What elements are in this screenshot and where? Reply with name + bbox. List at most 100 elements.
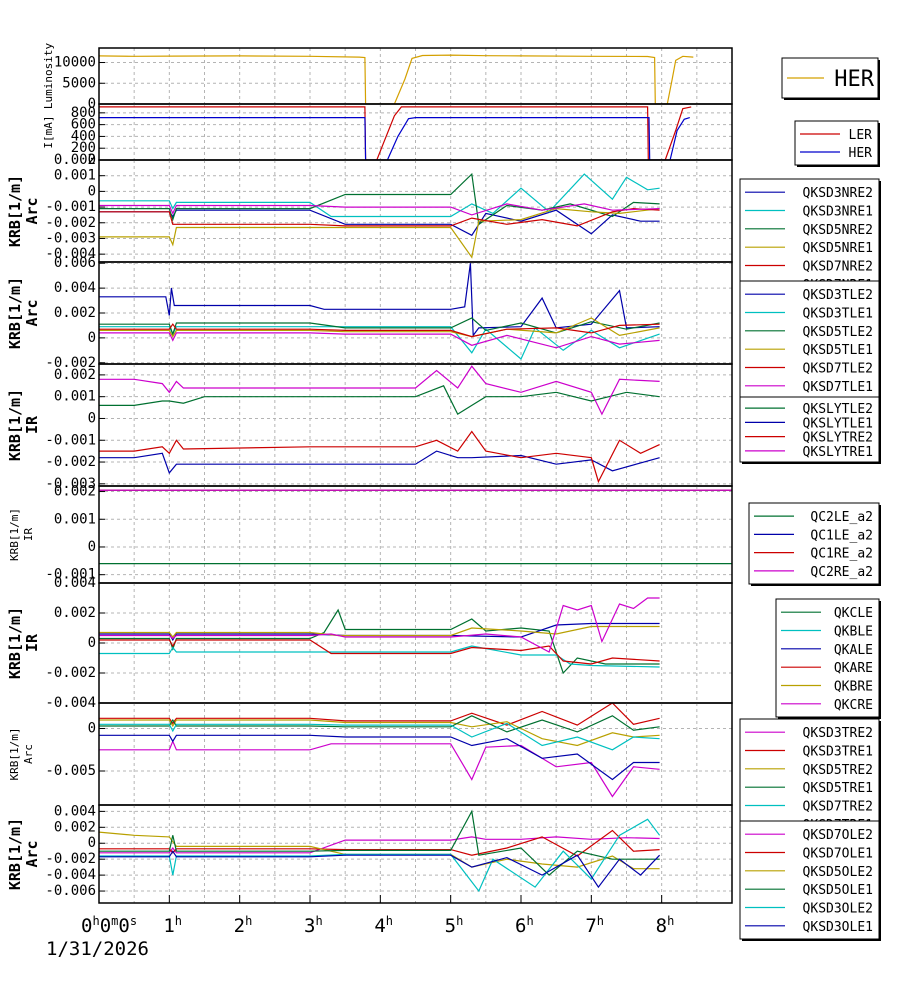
y-tick-label: -0.001	[45, 199, 96, 215]
y-axis-label: KRB[1/m]	[6, 277, 24, 349]
legend-p7: QKCLE QKBLE QKALE QKARE QKBRE QKCRE	[775, 598, 881, 719]
series-line-qkslytle2	[99, 385, 660, 415]
y-axis-sublabel: IR	[22, 528, 35, 542]
legend-p4: QKSD3TLE2 QKSD3TLE1 QKSD5TLE2 QKSD5TLE1 QKSD…	[739, 280, 881, 401]
legend-box	[739, 718, 880, 838]
series-line-qkcle	[99, 608, 660, 675]
y-tick-label: 0.002	[54, 484, 96, 500]
legend-label: QKALE	[834, 643, 873, 658]
y-tick-label: 0	[88, 183, 96, 199]
x-tick-label: 2h	[234, 914, 253, 937]
y-axis-label: KRB[1/m]	[6, 818, 24, 890]
legend-label: QC2RE_a2	[810, 565, 873, 580]
panel-p6: -0.001 0 0.001 0.002 KRB[1/m] IR QC2LE_a2 QC1LE…	[8, 484, 881, 586]
series-line-qksd3tre2	[99, 739, 660, 798]
y-tick-label: -0.001	[45, 432, 96, 448]
legend-label: HER	[849, 146, 873, 161]
panel-p3: -0.004-0.003-0.002-0.00100.0010.002KRB[1…	[6, 152, 881, 299]
legend-p9: QKSD7OLE2 QKSD7OLE1 QKSD5OLE2 QKSD5OLE1 QKSD…	[739, 820, 881, 941]
y-tick-label: 0.002	[54, 152, 96, 168]
legend-box	[739, 280, 880, 400]
panel-p4: -0.002 0 0.002 0.004 0.006 KRB[1/m] Arc QKSD3TL…	[6, 255, 881, 401]
series-line-qkble	[99, 645, 660, 668]
legend-box	[739, 178, 880, 298]
x-tick-label: 5h	[445, 914, 464, 937]
y-tick-label: 0.001	[54, 168, 96, 184]
y-axis-label: Luminosity	[42, 43, 55, 110]
legend-label: QKSD5TRE2	[803, 763, 873, 778]
y-tick-label: 0.002	[54, 305, 96, 321]
series-line-qksd7tre2	[99, 722, 660, 751]
legend-box	[775, 598, 880, 718]
y-axis-label: KRB[1/m]	[8, 728, 21, 781]
y-axis-sublabel: Arc	[23, 299, 41, 326]
x-axis: 0h0m0s 1h 2h 3h 4h 5h 6h 7h 8h	[81, 895, 674, 937]
legend-label: QKBLE	[834, 625, 873, 640]
x-tick-label: 3h	[304, 914, 323, 937]
y-tick-label: -0.004	[45, 246, 96, 262]
series-line-qkcre	[99, 597, 660, 653]
legend-box	[794, 120, 879, 166]
legend-label: QKSD3TLE1	[803, 307, 873, 322]
legend-label: QKSD5OLE2	[803, 865, 873, 880]
panel-p5: -0.003 -0.002 -0.001 0 0.001 0.002 KRB[1/m] IR Q…	[6, 363, 881, 492]
legend-label: QC1RE_a2	[810, 547, 873, 562]
y-tick-label: 0.002	[54, 819, 96, 835]
legend-label: QKSLYTRE1	[803, 445, 873, 460]
y-tick-label: 0.002	[54, 367, 96, 383]
series-line-qksd5nre1	[99, 207, 660, 259]
x-tick-label: 0h0m0s	[81, 914, 137, 937]
series-line-qkare	[99, 639, 660, 665]
legend-label: QKSLYTLE2	[803, 402, 873, 417]
y-tick-label: -0.003	[45, 230, 96, 246]
y-tick-label: 0.001	[54, 511, 96, 527]
series-line-qksd7tle1	[99, 332, 660, 349]
series-line-qkslytle1	[99, 450, 660, 475]
y-tick-label: 0.004	[54, 803, 96, 819]
y-tick-label: 0.001	[54, 389, 96, 405]
legend-p2: LER HER	[794, 120, 880, 167]
legend-label: QKCRE	[834, 698, 873, 713]
series-line-qksd5tle1	[99, 317, 660, 338]
y-tick-label: 0	[88, 410, 96, 426]
series-line-qkslytre1	[99, 365, 660, 416]
y-tick-label: 0.006	[54, 255, 96, 271]
series-line-qksd3ole2	[99, 818, 661, 893]
y-tick-label: 5000	[62, 75, 96, 91]
series-line-her	[99, 54, 694, 104]
legend-label: QKSD3NRE1	[803, 205, 873, 220]
y-tick-label: -0.001	[45, 567, 96, 583]
series-line-qkslytre2	[99, 430, 660, 484]
series-line-qksd7tle2	[99, 323, 660, 338]
legend-label: QKSD3TRE1	[803, 745, 873, 760]
y-tick-label: 0	[88, 721, 96, 737]
legend-label: QKSD7OLE1	[803, 847, 873, 862]
y-tick-label: 0	[88, 96, 96, 112]
legend-label: QKSD5TRE1	[803, 781, 873, 796]
legend-label: QKSD7TLE2	[803, 362, 873, 377]
y-tick-label: 0.004	[54, 280, 96, 296]
y-axis-sublabel: IR	[23, 415, 41, 434]
series-line-qksd3tle2	[99, 263, 660, 338]
y-tick-label: 0	[88, 635, 96, 651]
legend-p1: HER	[781, 57, 880, 100]
y-tick-label: -0.006	[45, 883, 96, 899]
series-line-qkbre	[99, 625, 660, 638]
date-label: 1/31/2026	[46, 938, 149, 960]
series-line-qksd7tre1	[99, 734, 660, 781]
y-axis-sublabel: Arc	[23, 197, 41, 224]
series-line-qksd5tre1	[99, 715, 660, 733]
y-tick-label: 200	[71, 140, 96, 156]
y-tick-label: -0.002	[45, 215, 96, 231]
legend-label: QKCLE	[834, 606, 873, 621]
legend-label: QKSD5NRE1	[803, 241, 873, 256]
y-axis-label: KRB[1/m]	[8, 508, 21, 561]
y-tick-label: 800	[71, 105, 96, 121]
legend-label: QKSD7TRE2	[803, 800, 873, 815]
legend-label: QKSD7NRE2	[803, 260, 873, 275]
y-tick-label: -0.002	[45, 665, 96, 681]
